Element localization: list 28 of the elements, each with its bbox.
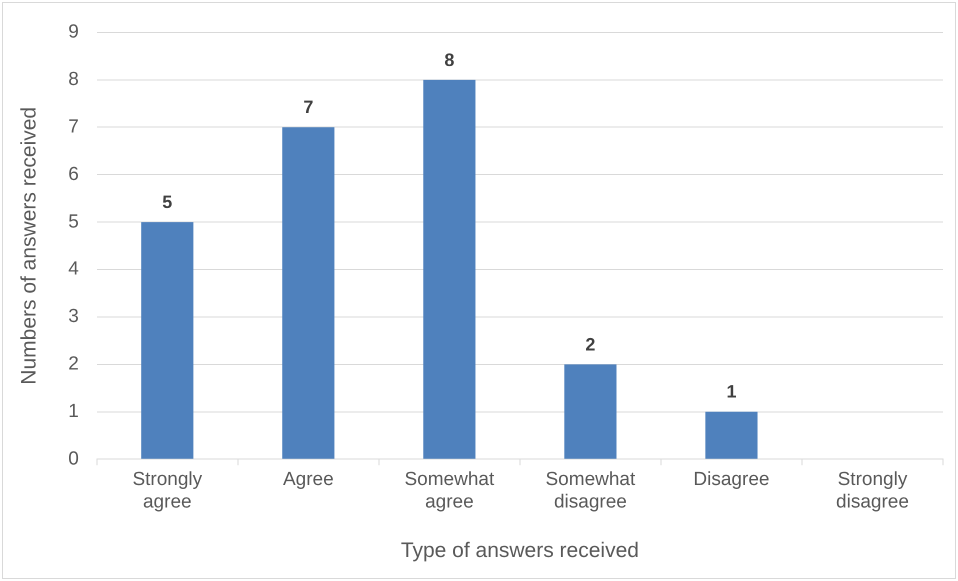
bar xyxy=(423,80,476,459)
x-axis-title: Type of answers received xyxy=(400,539,639,562)
x-tick-label: Disagree xyxy=(693,468,770,490)
data-label: 5 xyxy=(162,192,172,212)
data-label: 2 xyxy=(585,334,596,354)
bar xyxy=(705,412,758,459)
data-label: 1 xyxy=(726,382,736,402)
data-label: 7 xyxy=(303,97,314,118)
y-tick-label: 2 xyxy=(68,354,79,375)
x-tick-label: Somewhat agree xyxy=(404,468,495,513)
y-tick-label: 6 xyxy=(68,164,79,185)
y-tick-label: 4 xyxy=(68,258,80,280)
y-tick-label: 0 xyxy=(68,448,79,470)
y-tick-label: 1 xyxy=(68,401,79,422)
y-tick-label: 3 xyxy=(68,306,79,328)
bar xyxy=(282,127,334,459)
y-tick-label: 9 xyxy=(68,22,79,43)
y-axis-title: Numbers of answers received xyxy=(17,106,40,385)
x-tick-label: Strongly disagree xyxy=(836,468,909,513)
bar xyxy=(141,222,194,459)
x-tick-label: Agree xyxy=(282,468,334,490)
y-tick-label: 5 xyxy=(68,211,79,232)
x-tick-label: Strongly agree xyxy=(132,468,203,513)
y-tick-label: 7 xyxy=(68,116,79,138)
x-tick-label: Somewhat disagree xyxy=(546,468,636,513)
y-tick-label: 8 xyxy=(68,69,79,90)
bar xyxy=(564,364,616,459)
data-label: 8 xyxy=(444,50,454,70)
